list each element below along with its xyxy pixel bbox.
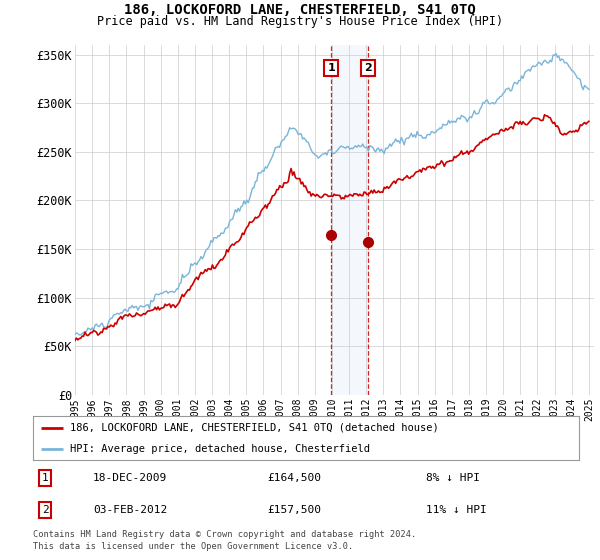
- Text: Contains HM Land Registry data © Crown copyright and database right 2024.: Contains HM Land Registry data © Crown c…: [33, 530, 416, 539]
- Text: 186, LOCKOFORD LANE, CHESTERFIELD, S41 0TQ: 186, LOCKOFORD LANE, CHESTERFIELD, S41 0…: [124, 3, 476, 17]
- Text: 03-FEB-2012: 03-FEB-2012: [93, 505, 167, 515]
- Text: 18-DEC-2009: 18-DEC-2009: [93, 473, 167, 483]
- Text: 8% ↓ HPI: 8% ↓ HPI: [426, 473, 480, 483]
- Text: 186, LOCKOFORD LANE, CHESTERFIELD, S41 0TQ (detached house): 186, LOCKOFORD LANE, CHESTERFIELD, S41 0…: [70, 423, 439, 433]
- Bar: [331, 45, 368, 395]
- Text: HPI: Average price, detached house, Chesterfield: HPI: Average price, detached house, Ches…: [70, 444, 370, 454]
- Text: £164,500: £164,500: [268, 473, 322, 483]
- Text: 2: 2: [364, 63, 371, 73]
- Text: 11% ↓ HPI: 11% ↓ HPI: [426, 505, 487, 515]
- Text: 2: 2: [41, 505, 49, 515]
- Text: £157,500: £157,500: [268, 505, 322, 515]
- Text: Price paid vs. HM Land Registry's House Price Index (HPI): Price paid vs. HM Land Registry's House …: [97, 15, 503, 27]
- Text: 1: 1: [41, 473, 49, 483]
- Text: This data is licensed under the Open Government Licence v3.0.: This data is licensed under the Open Gov…: [33, 542, 353, 550]
- Text: 1: 1: [328, 63, 335, 73]
